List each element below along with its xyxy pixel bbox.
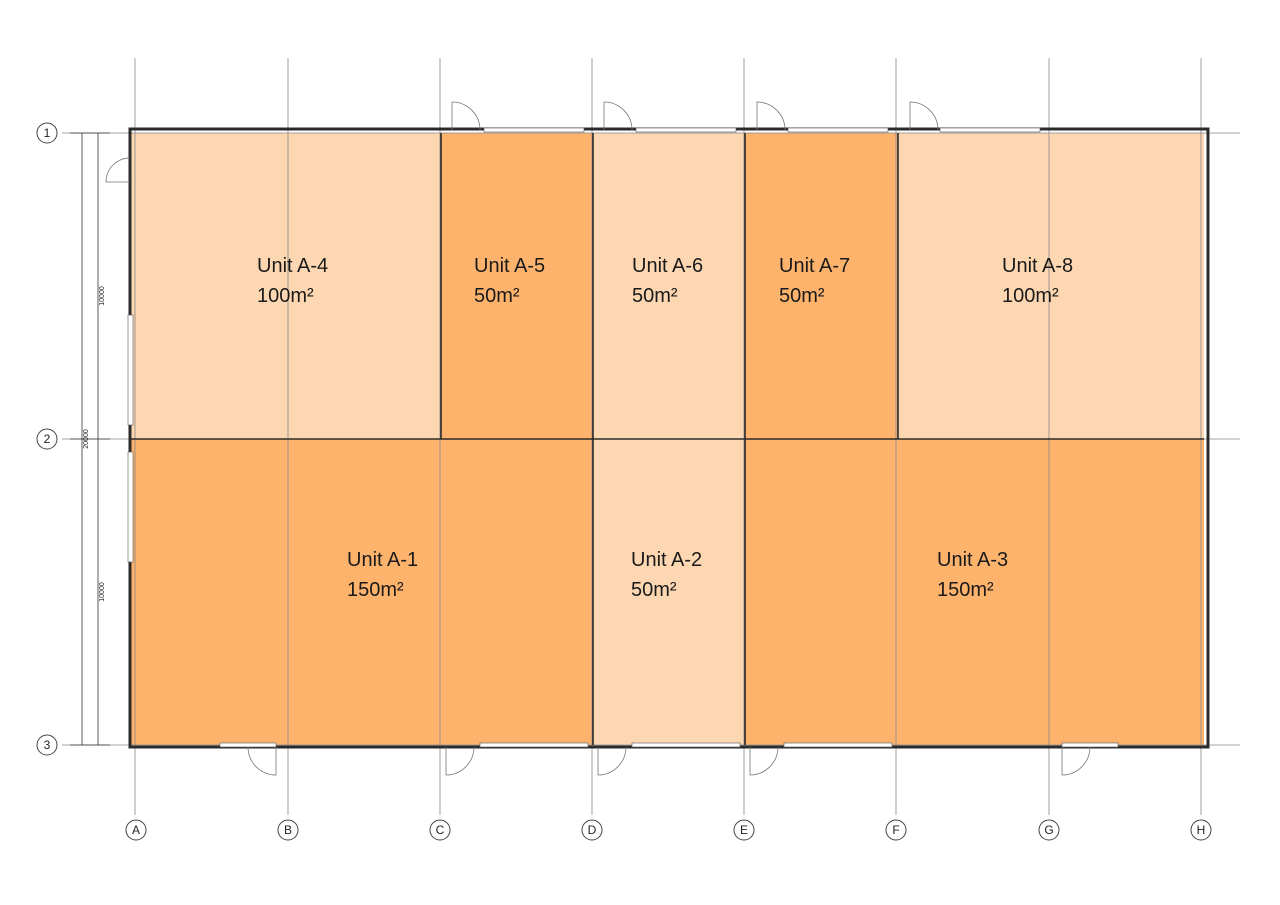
door-bottom-c	[445, 746, 475, 776]
unit-a-8-size: 100m²	[1002, 285, 1059, 307]
column-bubble-e	[733, 819, 755, 841]
dimension-lines: 10000 20000 10000	[70, 132, 110, 746]
column-bubble-a	[125, 819, 147, 841]
unit-a-3-name: Unit A-3	[937, 549, 1008, 571]
column-label-a: A	[132, 823, 140, 837]
column-label-f: F	[892, 823, 899, 837]
row-label-1: 1	[44, 126, 51, 140]
column-bubble-f	[885, 819, 907, 841]
dim-upper-label: 10000	[99, 286, 106, 306]
window-bottom-c	[479, 742, 589, 748]
unit-labels: Unit A-4 100m² Unit A-5 50m² Unit A-6 50…	[257, 255, 1073, 601]
column-bubbles: A B C D E F G H	[125, 819, 1212, 841]
column-label-c: C	[436, 823, 445, 837]
unit-a-2-area[interactable]	[593, 439, 745, 745]
window-bottom-b	[219, 742, 277, 748]
door-top-e	[756, 101, 786, 131]
door-bottom-g	[1061, 746, 1091, 776]
unit-a-3-size: 150m²	[937, 579, 994, 601]
window-top-c	[483, 127, 585, 133]
row-bubble-3	[36, 734, 58, 756]
openings	[127, 127, 1119, 748]
unit-a-6-size: 50m²	[632, 285, 678, 307]
unit-a-4-area[interactable]	[131, 133, 441, 439]
window-left-upper	[127, 314, 134, 426]
unit-a-7-size: 50m²	[779, 285, 825, 307]
window-bottom-g	[1061, 742, 1119, 748]
column-bubble-g	[1038, 819, 1060, 841]
unit-a-7-name: Unit A-7	[779, 255, 850, 277]
column-bubble-d	[581, 819, 603, 841]
unit-a-1-area[interactable]	[131, 439, 593, 745]
row-label-3: 3	[44, 738, 51, 752]
window-top-d	[635, 127, 737, 133]
unit-a-4-size: 100m²	[257, 285, 314, 307]
door-top-d	[603, 101, 633, 131]
column-label-g: G	[1044, 823, 1053, 837]
dim-lower-label: 10000	[99, 582, 106, 602]
unit-a-5-area[interactable]	[441, 133, 593, 439]
door-bottom-e	[749, 746, 779, 776]
unit-a-3-area[interactable]	[745, 439, 1204, 745]
door-bottom-d	[597, 746, 627, 776]
unit-a-4-name: Unit A-4	[257, 255, 328, 277]
door-left	[105, 157, 131, 183]
window-top-f	[939, 127, 1041, 133]
unit-a-8-area[interactable]	[898, 133, 1204, 439]
window-bottom-d	[631, 742, 741, 748]
door-top-c	[451, 101, 481, 131]
window-top-e	[787, 127, 889, 133]
unit-a-7-area[interactable]	[745, 133, 898, 439]
unit-a-5-size: 50m²	[474, 285, 520, 307]
door-bottom-b	[247, 746, 277, 776]
unit-a-2-name: Unit A-2	[631, 549, 702, 571]
row-bubbles: 1 2 3	[36, 122, 58, 756]
row-bubble-2	[36, 428, 58, 450]
window-bottom-e	[783, 742, 893, 748]
unit-a-6-name: Unit A-6	[632, 255, 703, 277]
unit-a-1-size: 150m²	[347, 579, 404, 601]
unit-a-8-name: Unit A-8	[1002, 255, 1073, 277]
row-label-2: 2	[44, 432, 51, 446]
column-label-b: B	[284, 823, 292, 837]
unit-a-5-name: Unit A-5	[474, 255, 545, 277]
unit-a-1-name: Unit A-1	[347, 549, 418, 571]
column-label-e: E	[740, 823, 748, 837]
column-label-h: H	[1197, 823, 1206, 837]
unit-a-2-size: 50m²	[631, 579, 677, 601]
dim-total-label: 20000	[83, 429, 90, 449]
row-bubble-1	[36, 122, 58, 144]
unit-fills	[131, 133, 1204, 745]
window-left-lower	[127, 451, 134, 563]
column-bubble-b	[277, 819, 299, 841]
column-bubble-h	[1190, 819, 1212, 841]
unit-a-6-area[interactable]	[593, 133, 745, 439]
column-bubble-c	[429, 819, 451, 841]
doors	[105, 101, 1091, 776]
door-top-f	[909, 101, 939, 131]
column-label-d: D	[588, 823, 597, 837]
